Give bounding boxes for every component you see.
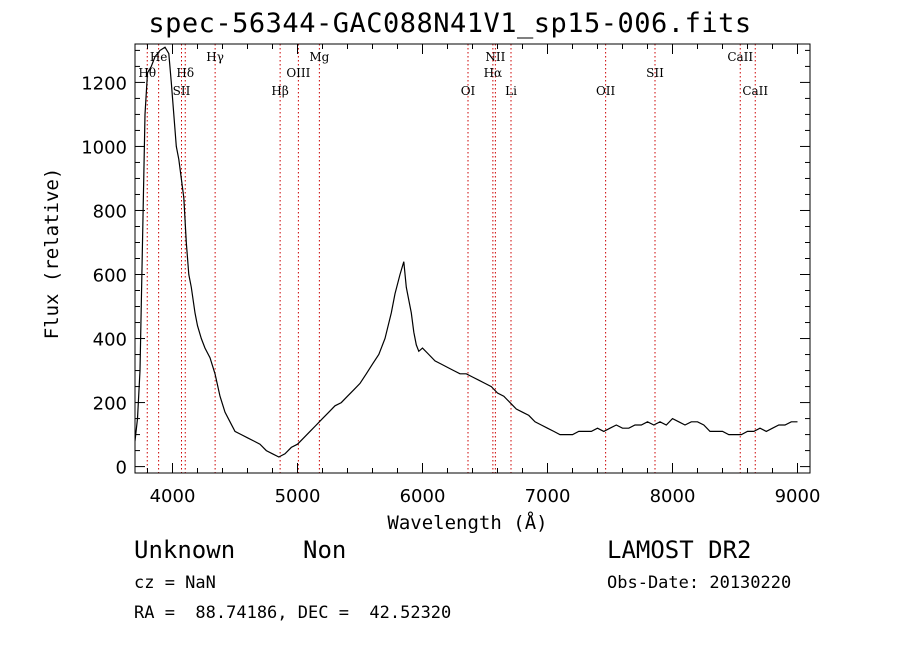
x-tick-label: 9000 bbox=[775, 486, 821, 507]
redshift-label: cz = NaN bbox=[134, 573, 216, 593]
emission-line-label: OIII bbox=[286, 66, 310, 80]
emission-line-label: He bbox=[150, 50, 168, 64]
coordinates-label: RA = 88.74186, DEC = 42.52320 bbox=[134, 603, 452, 623]
emission-line-label: Li bbox=[505, 84, 517, 98]
x-axis-title: Wavelength (Å) bbox=[387, 511, 547, 534]
emission-line-label: CaII bbox=[742, 84, 768, 98]
emission-line-label: SII bbox=[173, 84, 191, 98]
emission-line-label: Hδ bbox=[176, 66, 194, 80]
emission-line-label: Mg bbox=[309, 50, 329, 64]
emission-line-label: NII bbox=[485, 50, 505, 64]
emission-line-label: Hβ bbox=[271, 84, 288, 98]
plot-frame bbox=[134, 43, 811, 474]
emission-line-label: CaII bbox=[727, 50, 753, 64]
emission-line-label: Hα bbox=[484, 66, 503, 80]
y-tick-label: 800 bbox=[93, 201, 127, 222]
chart-title: spec-56344-GAC088N41V1_sp15-006.fits bbox=[148, 8, 752, 39]
object-type-label: Unknown bbox=[134, 536, 236, 564]
y-tick-label: 400 bbox=[93, 330, 127, 351]
y-axis-title: Flux (relative) bbox=[41, 168, 63, 340]
x-tick-label: 5000 bbox=[275, 486, 321, 507]
object-subtype-label: Non bbox=[303, 536, 347, 564]
emission-line-label: OII bbox=[596, 84, 616, 98]
x-tick-label: 7000 bbox=[525, 486, 571, 507]
y-tick-label: 1200 bbox=[81, 73, 127, 94]
x-tick-label: 6000 bbox=[400, 486, 446, 507]
y-tick-label: 1000 bbox=[81, 137, 127, 158]
obs-date-label: Obs-Date: 20130220 bbox=[607, 573, 792, 593]
y-tick-label: 600 bbox=[93, 266, 127, 287]
emission-line-label: OI bbox=[461, 84, 476, 98]
emission-line-label: SII bbox=[646, 66, 664, 80]
emission-line-label: Hγ bbox=[206, 50, 224, 64]
y-tick-label: 0 bbox=[116, 458, 127, 479]
y-tick-label: 200 bbox=[93, 394, 127, 415]
x-tick-label: 4000 bbox=[150, 486, 196, 507]
x-tick-label: 8000 bbox=[650, 486, 696, 507]
spectrum-series-line bbox=[135, 46, 798, 458]
survey-label: LAMOST DR2 bbox=[607, 536, 752, 564]
